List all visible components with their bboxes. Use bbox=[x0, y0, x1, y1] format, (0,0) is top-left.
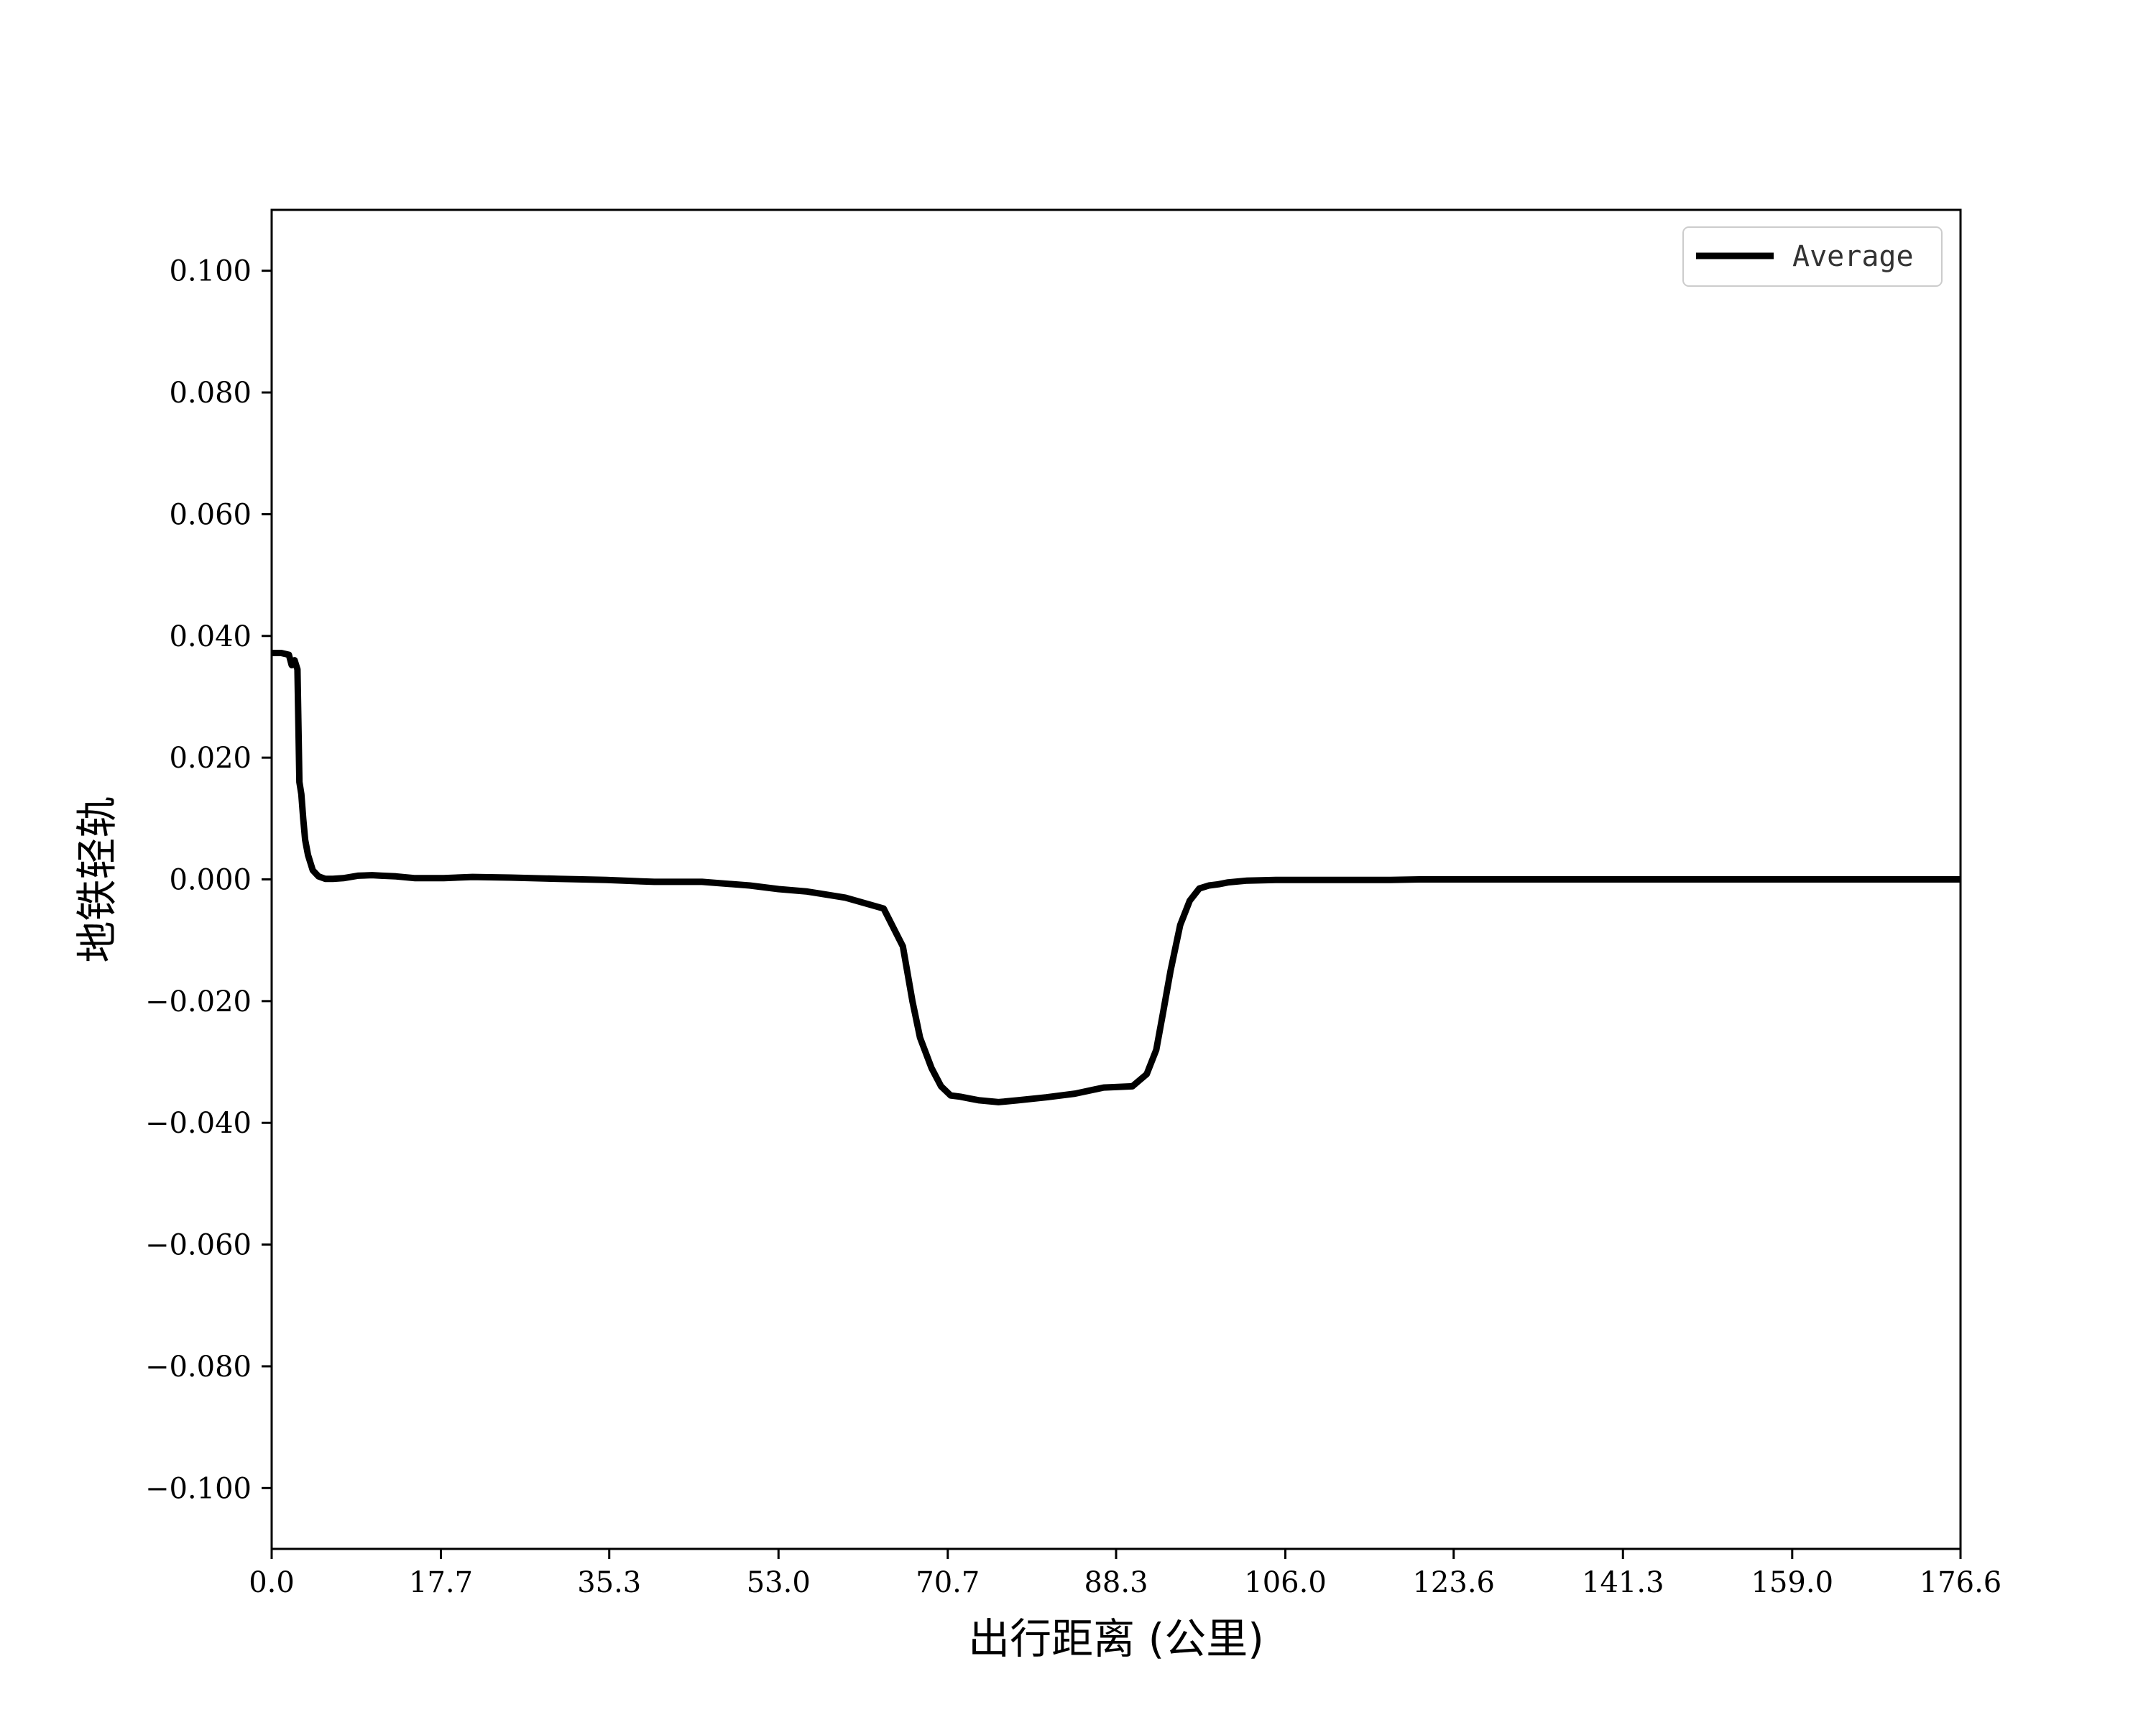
x-tick-label: 53.0 bbox=[747, 1566, 811, 1599]
legend-label-average: Average bbox=[1792, 240, 1914, 273]
x-tick-label: 159.0 bbox=[1751, 1566, 1834, 1599]
x-axis-title: 出行距离 (公里) bbox=[968, 1614, 1264, 1663]
x-tick-label: 106.0 bbox=[1244, 1566, 1327, 1599]
y-axis-ticks: 0.100 0.080 0.060 0.040 0.020 0.000 −0.020 −0.0… bbox=[145, 255, 272, 1505]
series-layer bbox=[272, 650, 1961, 1105]
x-tick-label: 176.6 bbox=[1920, 1566, 2002, 1599]
x-tick-label: 35.3 bbox=[577, 1566, 641, 1599]
x-tick-label: 17.7 bbox=[409, 1566, 473, 1599]
y-tick-label: 0.000 bbox=[169, 864, 252, 897]
x-tick-label: 123.6 bbox=[1412, 1566, 1495, 1599]
y-axis-title: 地铁轻轨 bbox=[73, 796, 121, 962]
y-tick-label: −0.100 bbox=[145, 1472, 252, 1505]
x-axis-ticks: 0.0 17.7 35.3 53.0 70.7 88.3 106.0 123.6 141.3 15… bbox=[249, 1549, 2001, 1599]
y-tick-label: 0.100 bbox=[169, 255, 252, 288]
x-tick-label: 0.0 bbox=[249, 1566, 295, 1599]
legend: Average bbox=[1682, 226, 1943, 287]
x-tick-label: 70.7 bbox=[916, 1566, 980, 1599]
y-tick-label: −0.040 bbox=[145, 1107, 252, 1140]
y-tick-label: 0.060 bbox=[169, 498, 252, 531]
series-line-average bbox=[272, 650, 1961, 1105]
x-tick-label: 88.3 bbox=[1084, 1566, 1148, 1599]
y-tick-label: 0.020 bbox=[169, 742, 252, 775]
y-tick-label: −0.060 bbox=[145, 1229, 252, 1262]
x-tick-label: 141.3 bbox=[1582, 1566, 1664, 1599]
legend-box bbox=[1682, 226, 1943, 287]
y-tick-label: −0.020 bbox=[145, 985, 252, 1018]
y-tick-label: 0.080 bbox=[169, 377, 252, 410]
y-tick-label: 0.040 bbox=[169, 620, 252, 653]
y-tick-label: −0.080 bbox=[145, 1351, 252, 1384]
